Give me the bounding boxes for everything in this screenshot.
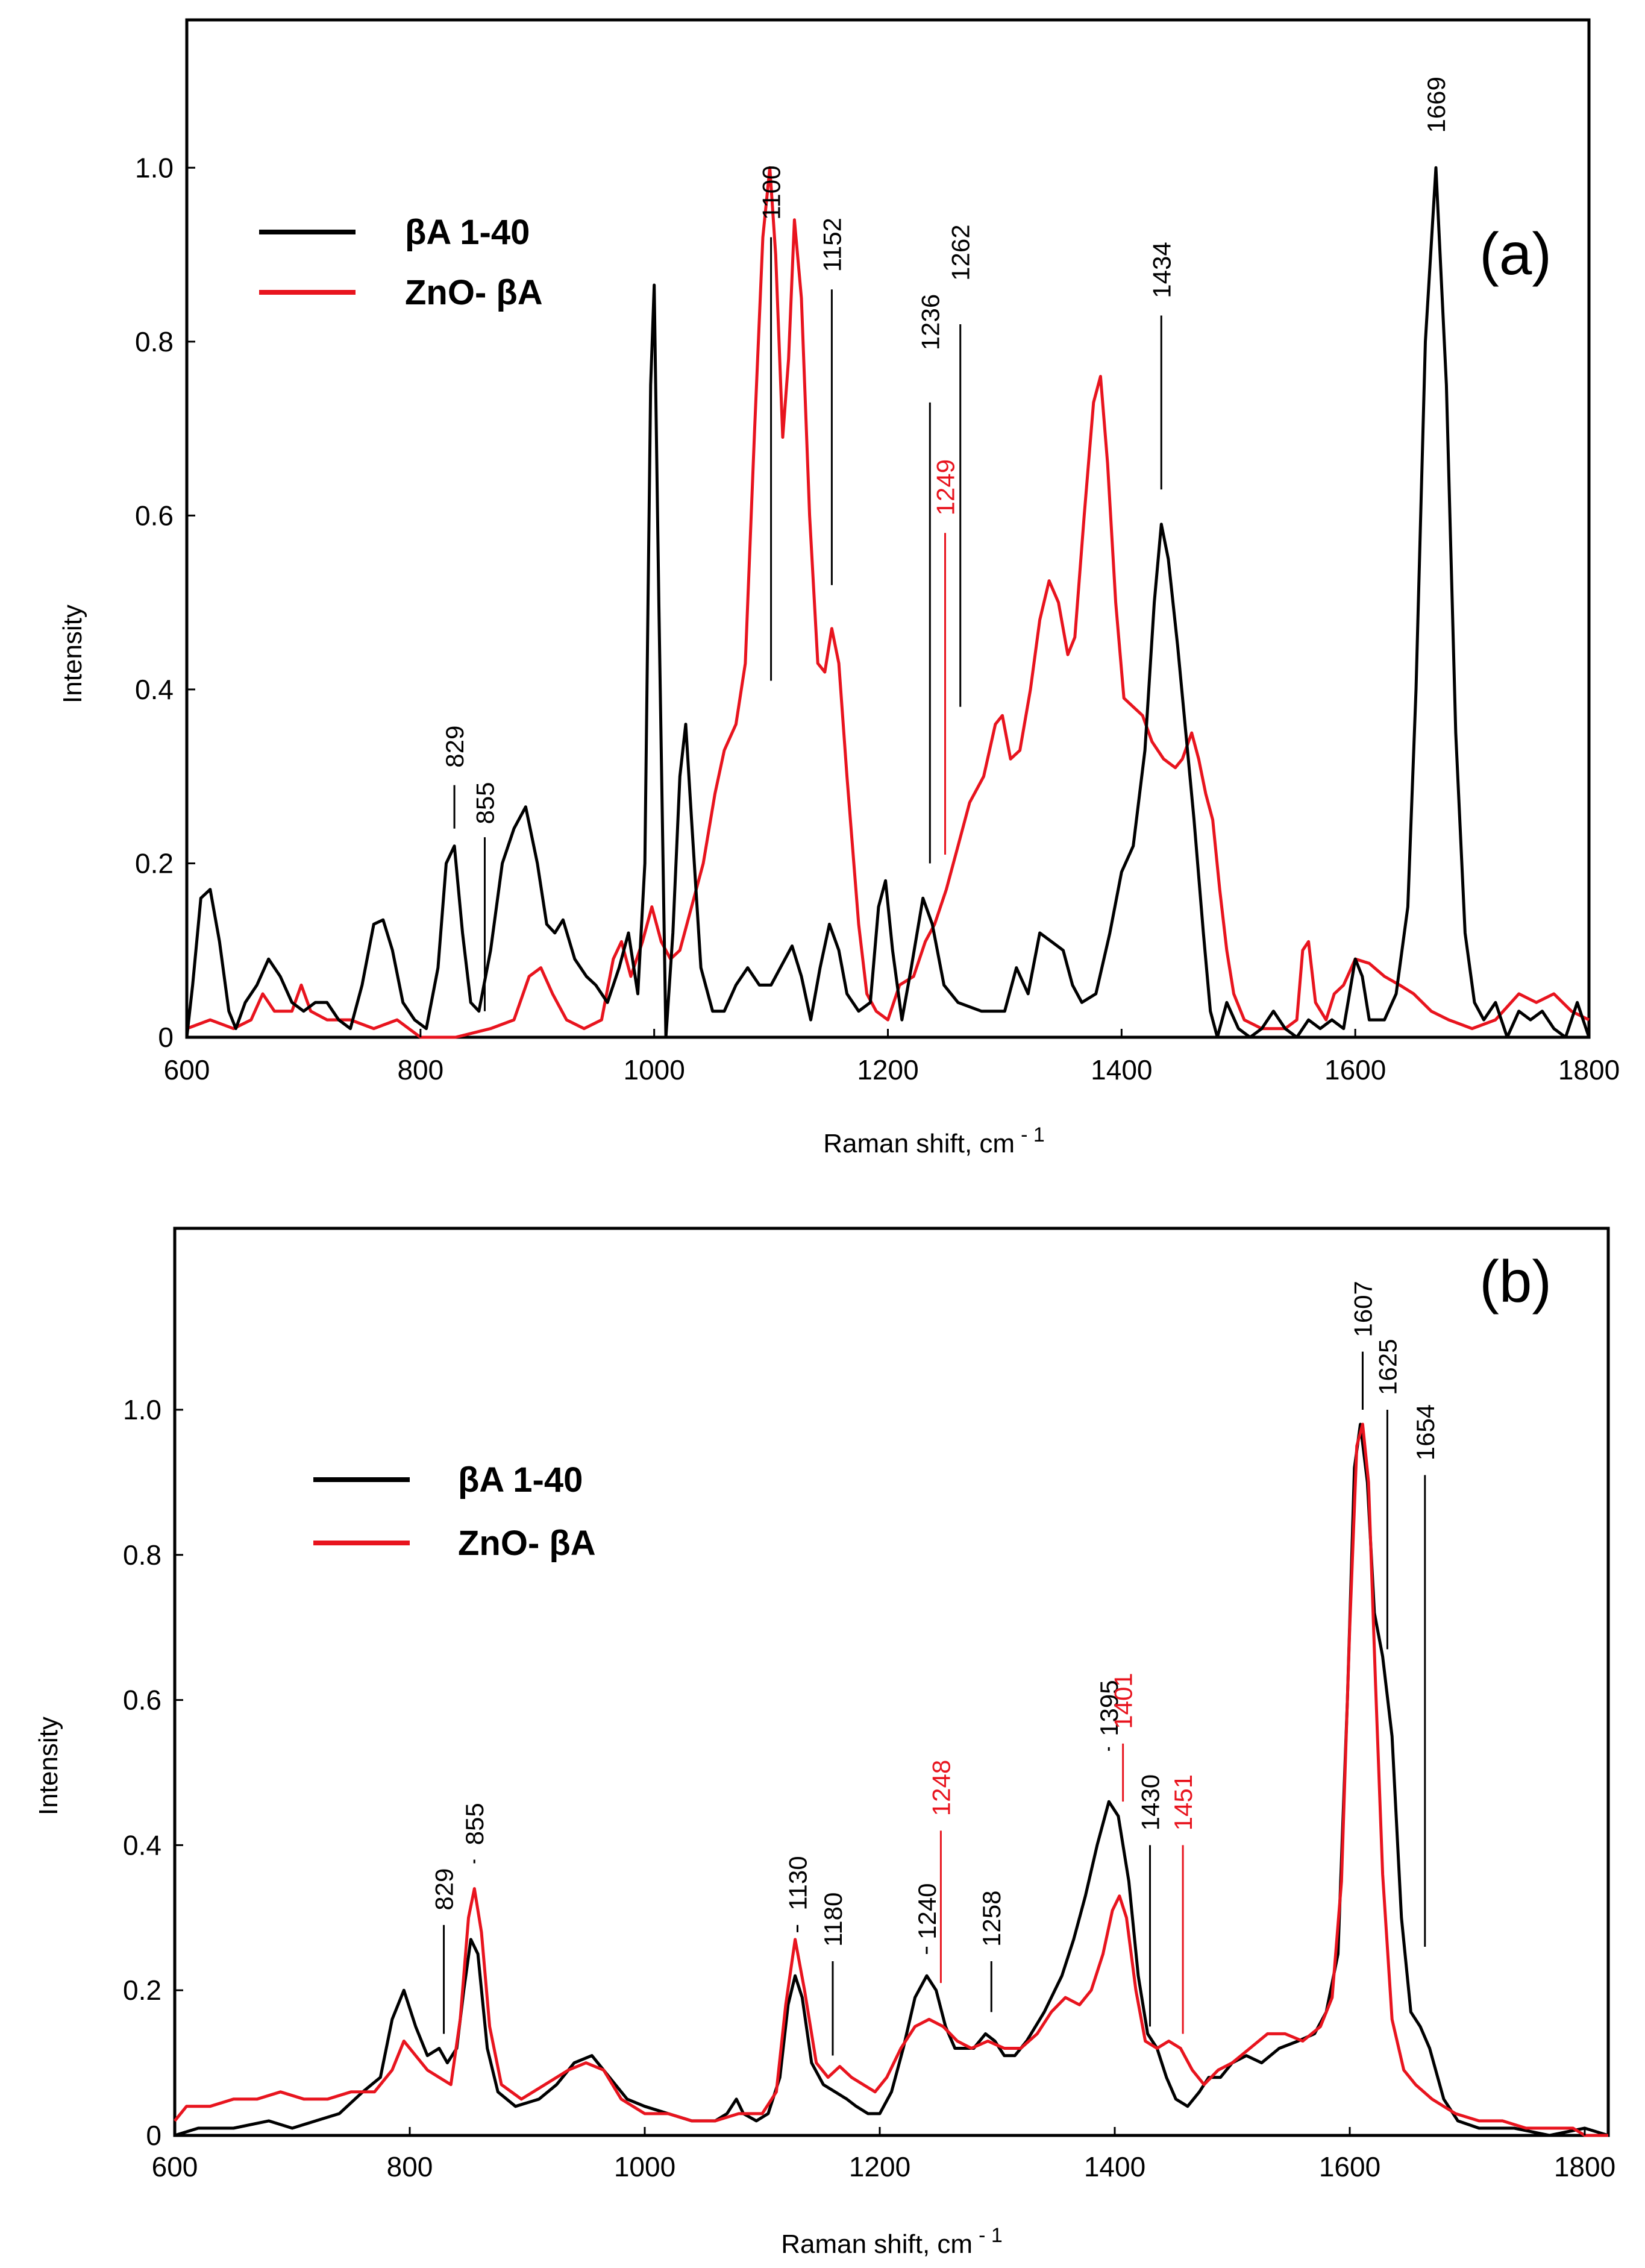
peak-label-1180: 1180 bbox=[819, 1893, 847, 1947]
peak-label-1236: 1236 bbox=[916, 294, 944, 350]
x-tick-label: 1200 bbox=[849, 2151, 910, 2182]
series-line-zno-ba bbox=[186, 166, 1590, 1039]
x-tick-label: 1400 bbox=[1091, 1054, 1152, 1085]
peak-label-1262: 1262 bbox=[947, 224, 975, 280]
legend-label-series-2: ZnO- βA bbox=[458, 1524, 596, 1563]
peak-label-1258: 1258 bbox=[977, 1891, 1006, 1947]
x-tick-label: 1000 bbox=[623, 1054, 685, 1085]
x-axis-label: Raman shift, cm - 1 bbox=[823, 1123, 1045, 1158]
x-tick-label: 600 bbox=[164, 1054, 210, 1085]
peak-label-1669: 1669 bbox=[1422, 77, 1450, 133]
y-tick-label: 0.8 bbox=[135, 326, 174, 357]
legend: βA 1-40 ZnO- βA bbox=[259, 213, 543, 312]
y-axis-label: Intensity bbox=[58, 605, 87, 703]
x-tick-label: 1200 bbox=[857, 1054, 918, 1085]
legend: βA 1-40 ZnO- βA bbox=[313, 1460, 596, 1563]
panel-label: (b) bbox=[1479, 1248, 1552, 1315]
peak-label-855: 855 bbox=[471, 782, 499, 824]
x-tick-label: 1800 bbox=[1558, 1054, 1620, 1085]
x-axis-label: Raman shift, cm - 1 bbox=[781, 2224, 1003, 2259]
legend-label-series-1: βA 1-40 bbox=[405, 213, 530, 252]
y-tick-label: 0.4 bbox=[123, 1829, 161, 1861]
plot-frame bbox=[185, 18, 1591, 1039]
legend-label-series-2: ZnO- βA bbox=[405, 273, 543, 312]
peak-label-1434: 1434 bbox=[1147, 242, 1176, 298]
peak-label-1100: 1100 bbox=[757, 166, 786, 220]
y-tick-label: 0 bbox=[158, 1022, 174, 1053]
peak-label-1249: 1249 bbox=[932, 459, 960, 515]
y-tick-label: 1.0 bbox=[135, 152, 174, 183]
panel-label: (a) bbox=[1479, 221, 1552, 287]
series-line-ba-1-40 bbox=[185, 166, 1591, 1039]
peak-label-1152: 1152 bbox=[818, 218, 846, 272]
peak-label-1240: 1240 bbox=[913, 1883, 941, 1939]
series-line-zno-ba bbox=[174, 1422, 1608, 2137]
x-tick-label: 800 bbox=[397, 1054, 443, 1085]
x-tick-label: 1400 bbox=[1084, 2151, 1145, 2182]
y-tick-label: 0.4 bbox=[135, 674, 174, 705]
peak-label-855: 855 bbox=[460, 1803, 489, 1845]
y-tick-label: 1.0 bbox=[123, 1394, 161, 1425]
peak-label-1654: 1654 bbox=[1411, 1404, 1440, 1460]
peak-label-1451: 1451 bbox=[1169, 1774, 1197, 1830]
peak-label-1248: 1248 bbox=[927, 1760, 955, 1816]
y-tick-label: 0.2 bbox=[135, 847, 174, 879]
peak-label-1401: 1401 bbox=[1109, 1673, 1138, 1729]
x-tick-label: 1600 bbox=[1324, 1054, 1386, 1085]
y-tick-label: 0.8 bbox=[123, 1539, 161, 1571]
x-tick-label: 1800 bbox=[1554, 2151, 1615, 2182]
peak-label-829: 829 bbox=[440, 726, 469, 768]
x-tick-label: 800 bbox=[387, 2151, 433, 2182]
y-tick-label: 0.2 bbox=[123, 1974, 161, 2006]
x-tick-label: 600 bbox=[152, 2151, 198, 2182]
x-tick-label: 1600 bbox=[1319, 2151, 1380, 2182]
y-axis-label: Intensity bbox=[34, 1717, 63, 1815]
peak-label-1625: 1625 bbox=[1373, 1339, 1402, 1395]
peak-label-1130: 1130 bbox=[784, 1856, 812, 1910]
x-tick-label: 1000 bbox=[614, 2151, 675, 2182]
plot-frame bbox=[173, 1227, 1610, 2137]
y-tick-label: 0 bbox=[146, 2120, 161, 2151]
peak-label-1395: 1395 bbox=[1095, 1680, 1123, 1736]
y-tick-label: 0.6 bbox=[123, 1685, 161, 1716]
peak-label-829: 829 bbox=[430, 1868, 459, 1911]
peak-label-1607: 1607 bbox=[1349, 1281, 1377, 1337]
legend-label-series-1: βA 1-40 bbox=[458, 1460, 583, 1500]
peak-label-1430: 1430 bbox=[1136, 1774, 1165, 1830]
y-tick-label: 0.6 bbox=[135, 500, 174, 531]
